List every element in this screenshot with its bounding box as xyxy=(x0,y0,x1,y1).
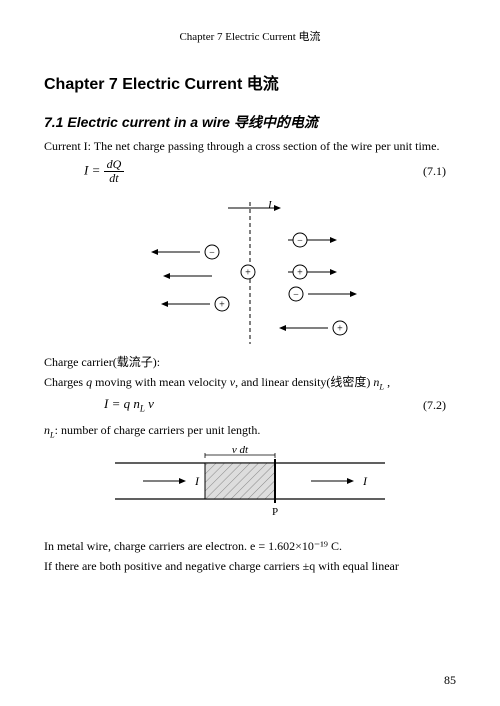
intro-text: Current I: The net charge passing throug… xyxy=(44,138,456,154)
chapter-title: Chapter 7 Electric Current 电流 xyxy=(44,70,456,94)
svg-text:+: + xyxy=(245,267,251,278)
carrier-description: Charges q moving with mean velocity v, a… xyxy=(44,374,456,393)
svg-text:I: I xyxy=(362,474,368,488)
svg-text:v dt: v dt xyxy=(232,445,249,456)
page-number: 85 xyxy=(444,673,456,688)
svg-text:P: P xyxy=(272,506,278,518)
eq-number: (7.1) xyxy=(423,164,456,179)
eq-numerator: dQ xyxy=(104,158,125,172)
metal-wire-text: In metal wire, charge carriers are elect… xyxy=(44,538,456,554)
eq-denominator: dt xyxy=(104,172,125,185)
svg-text:−: − xyxy=(297,235,303,246)
svg-text:I: I xyxy=(267,199,273,211)
svg-text:I: I xyxy=(194,474,200,488)
svg-text:+: + xyxy=(297,267,303,278)
eq-lhs: I = xyxy=(84,163,100,178)
svg-text:+: + xyxy=(219,299,225,310)
running-header: Chapter 7 Electric Current 电流 xyxy=(44,28,456,44)
both-carriers-text: If there are both positive and negative … xyxy=(44,558,456,574)
wire-segment-diagram: v dt I I P xyxy=(115,445,385,524)
svg-text:−: − xyxy=(293,289,299,300)
eq2-text: I = q n xyxy=(104,396,140,411)
svg-text:−: − xyxy=(209,247,215,258)
charge-flow-diagram: I − − + + + − + xyxy=(100,194,400,344)
eq-fraction: dQ dt xyxy=(104,158,125,185)
nL-definition: nL: number of charge carriers per unit l… xyxy=(44,422,456,441)
section-title: 7.1 Electric current in a wire 导线中的电流 xyxy=(44,112,456,132)
equation-7-2: I = q nL v (7.2) xyxy=(44,396,456,414)
carrier-label: Charge carrier(载流子): xyxy=(44,354,456,370)
equation-7-1: I = dQ dt (7.1) xyxy=(44,158,456,185)
eq2-number: (7.2) xyxy=(423,398,456,413)
svg-text:+: + xyxy=(337,323,343,334)
